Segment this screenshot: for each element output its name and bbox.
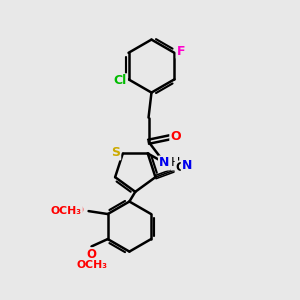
Text: N: N xyxy=(159,157,169,169)
Text: OCH₃: OCH₃ xyxy=(76,260,108,270)
Text: O: O xyxy=(74,204,84,217)
Text: N: N xyxy=(182,159,192,172)
Text: O: O xyxy=(170,130,181,143)
Text: O: O xyxy=(86,248,96,261)
Text: F: F xyxy=(177,45,185,58)
Text: C: C xyxy=(176,161,184,175)
Text: OCH₃: OCH₃ xyxy=(51,206,82,216)
Text: Cl: Cl xyxy=(114,74,127,87)
Text: H: H xyxy=(171,157,181,169)
Text: S: S xyxy=(111,146,120,159)
